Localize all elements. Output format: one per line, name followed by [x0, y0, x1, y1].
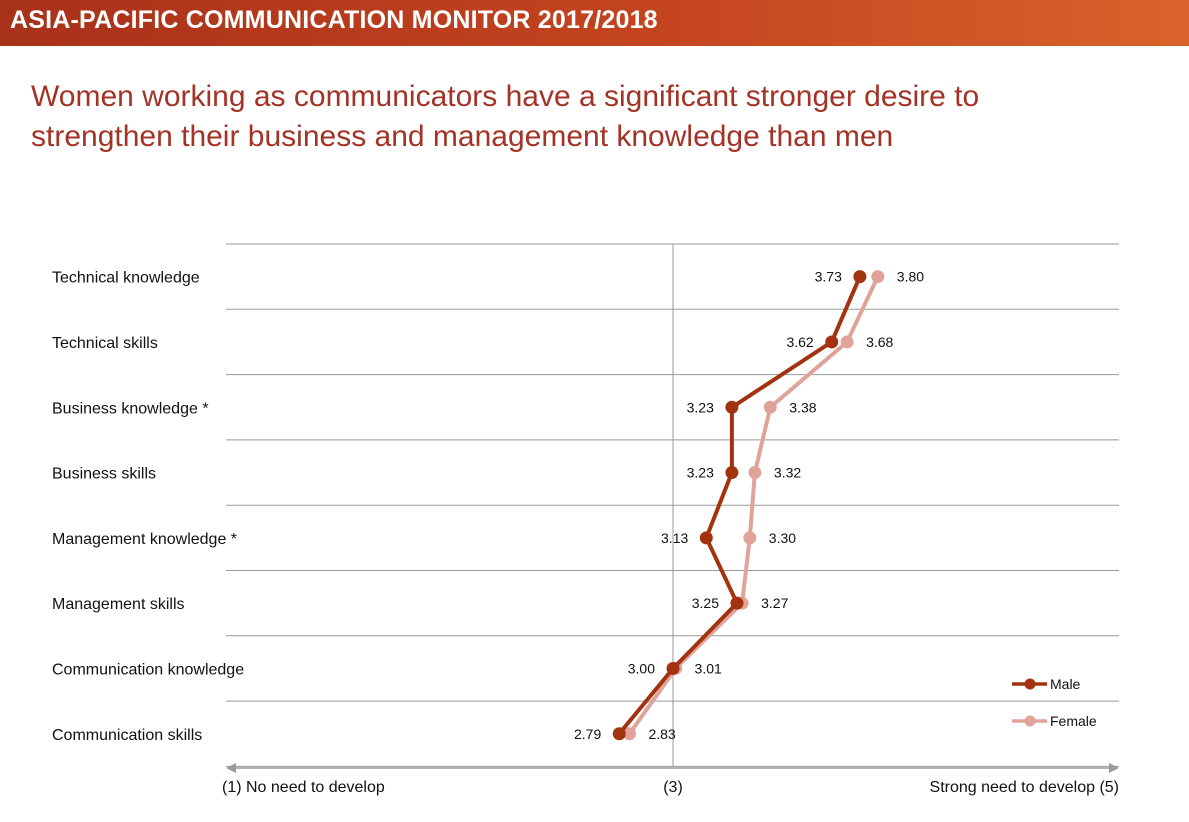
- headline-line-1: Women working as communicators have a si…: [31, 80, 980, 113]
- headline-line-2: strengthen their business and management…: [31, 120, 894, 153]
- category-label: Technical knowledge: [52, 270, 200, 287]
- data-point-male: [612, 727, 626, 741]
- data-label-male: 3.23: [687, 465, 714, 481]
- data-point-male: [725, 466, 739, 480]
- data-label-female: 2.83: [648, 726, 675, 742]
- category-label: Business skills: [52, 466, 156, 483]
- series-line-male: [617, 275, 862, 736]
- data-point-female: [743, 531, 757, 545]
- category-label: Communication skills: [52, 727, 202, 744]
- data-point-female: [871, 270, 885, 284]
- category-label: Technical skills: [52, 335, 158, 352]
- data-point-female: [840, 335, 854, 349]
- data-label-male: 3.00: [628, 660, 655, 676]
- data-point-female: [748, 466, 762, 480]
- data-label-female: 3.32: [774, 465, 801, 481]
- data-point-male: [725, 400, 739, 414]
- legend-marker-male: [1024, 678, 1036, 690]
- data-point-female: [763, 400, 777, 414]
- data-label-male: 3.73: [815, 269, 842, 285]
- x-axis-arrow-right: [1109, 763, 1119, 773]
- data-point-male: [825, 335, 839, 349]
- legend-marker-female: [1024, 715, 1036, 727]
- x-axis-label-middle: (3): [663, 779, 683, 796]
- category-label: Business knowledge *: [52, 400, 209, 417]
- data-label-male: 3.23: [687, 399, 714, 415]
- data-point-male: [666, 661, 680, 675]
- data-label-male: 3.62: [786, 334, 813, 350]
- data-label-female: 3.80: [897, 269, 924, 285]
- data-point-male: [730, 596, 744, 610]
- x-axis-label-right: Strong need to develop (5): [930, 779, 1119, 796]
- headline: Women working as communicators have a si…: [31, 77, 1151, 157]
- data-label-male: 2.79: [574, 726, 601, 742]
- data-label-female: 3.38: [789, 399, 816, 415]
- data-label-female: 3.27: [761, 595, 788, 611]
- header-banner: ASIA-PACIFIC COMMUNICATION MONITOR 2017/…: [0, 0, 1189, 46]
- legend-label-female: Female: [1050, 713, 1097, 729]
- data-label-male: 3.25: [692, 595, 719, 611]
- banner-title: ASIA-PACIFIC COMMUNICATION MONITOR 2017/…: [10, 6, 658, 34]
- data-point-male: [699, 531, 713, 545]
- data-label-female: 3.30: [769, 530, 796, 546]
- data-point-female: [622, 727, 636, 741]
- category-label: Management skills: [52, 596, 185, 613]
- data-label-male: 3.13: [661, 530, 688, 546]
- category-label: Communication knowledge: [52, 661, 244, 678]
- series-line-female: [627, 275, 880, 735]
- category-label: Management knowledge *: [52, 531, 237, 548]
- data-label-female: 3.01: [695, 660, 722, 676]
- data-label-female: 3.68: [866, 334, 893, 350]
- x-axis-label-left: (1) No need to develop: [222, 779, 385, 796]
- legend-label-male: Male: [1050, 676, 1081, 692]
- x-axis-arrow-left: [226, 763, 236, 773]
- data-point-male: [853, 270, 867, 284]
